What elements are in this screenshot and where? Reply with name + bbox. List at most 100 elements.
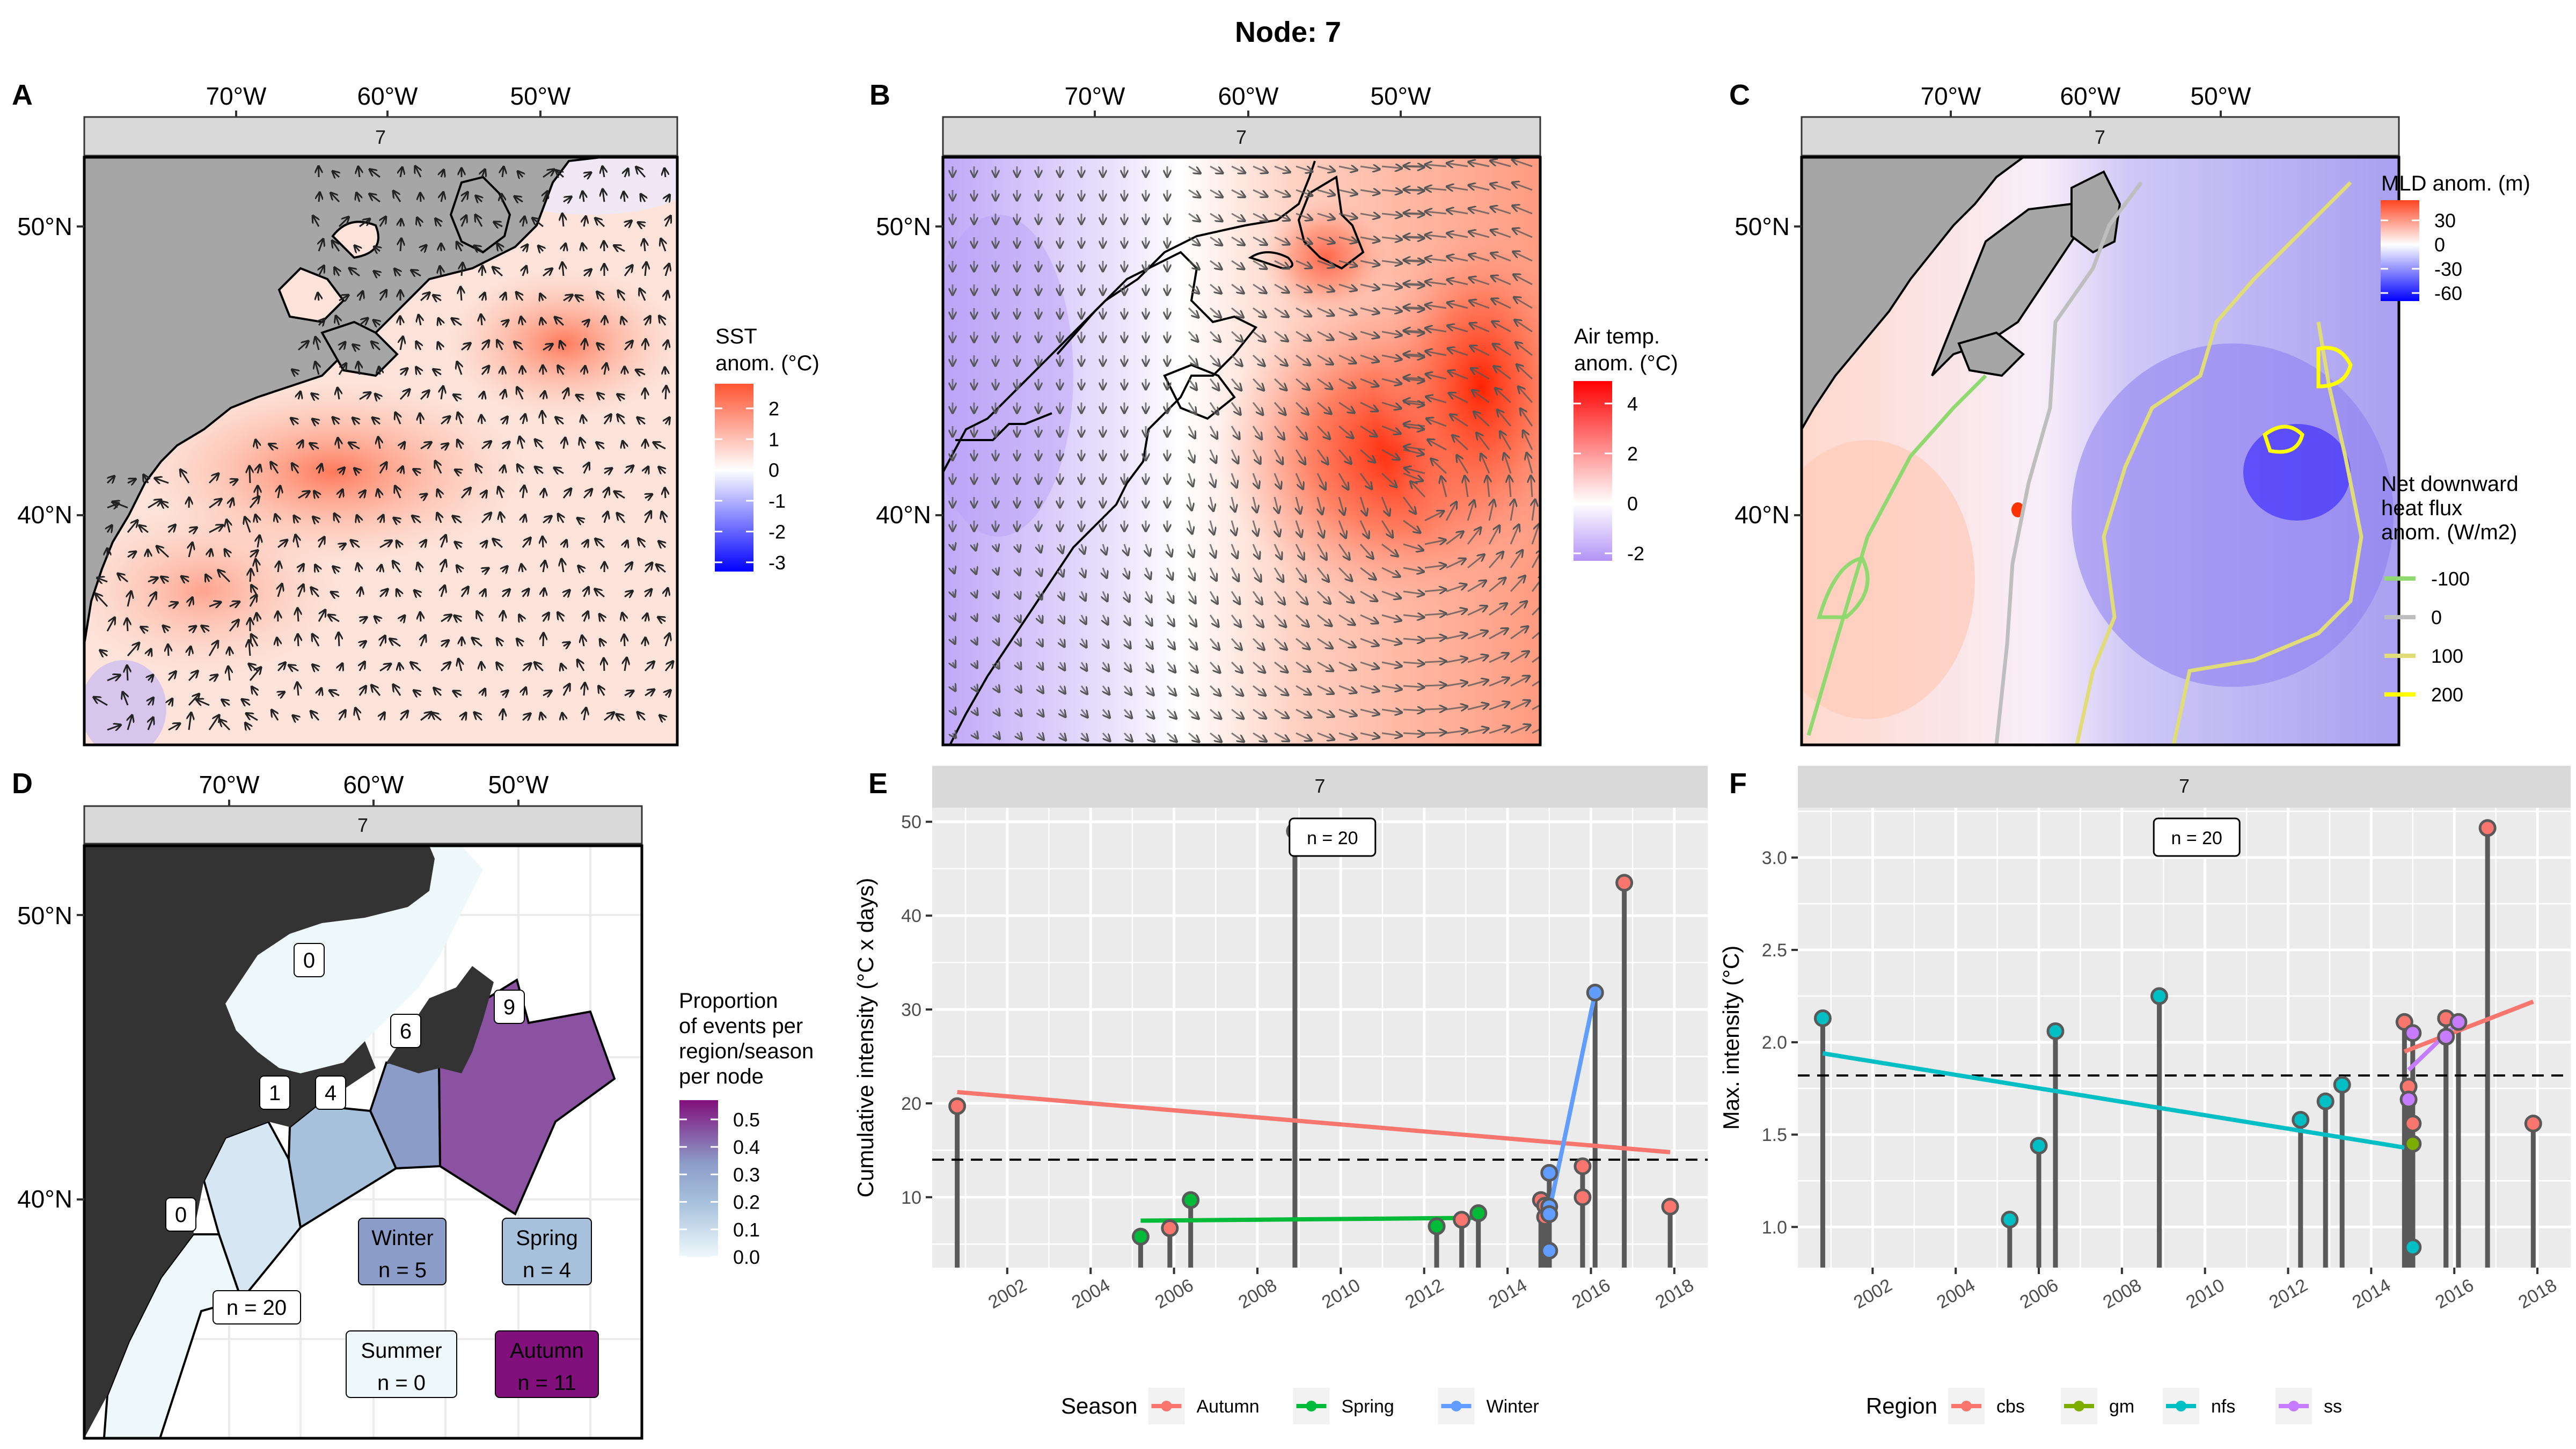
wind-vector — [1381, 355, 1402, 360]
wind-vector — [230, 480, 238, 483]
wind-vector — [604, 316, 605, 326]
wind-vector — [355, 708, 360, 721]
panel-f: F 7 2002 2004 2006 2008 2010 2012 2014 2016 2018 1… — [1718, 766, 2571, 1424]
wind-vector — [1166, 732, 1177, 742]
wind-vector — [1146, 567, 1151, 579]
wind-vector — [1274, 426, 1284, 440]
wind-vector — [563, 295, 573, 301]
wind-vector — [582, 191, 584, 202]
wind-vector — [658, 617, 665, 621]
legend-sst: SST anom. (°C) 2 1 0 -1 -2 -3 — [715, 325, 819, 574]
wind-vector — [1338, 190, 1357, 194]
wind-vector — [1359, 544, 1373, 559]
data-point-nfs — [2046, 1022, 2065, 1040]
wind-vector — [441, 535, 446, 548]
wind-vector — [1295, 449, 1305, 465]
wind-vector — [953, 591, 955, 597]
wind-vector — [541, 713, 543, 720]
wind-vector — [1017, 709, 1022, 716]
wind-vector — [358, 166, 360, 178]
lon-tick-label: 50°W — [1371, 82, 1432, 110]
x-tick-label: 2016 — [1569, 1275, 1614, 1313]
wind-vector — [1188, 708, 1199, 719]
region-gm-north — [202, 1120, 302, 1302]
wind-vector — [127, 479, 136, 483]
wind-vector — [1210, 236, 1223, 245]
panel-letter: A — [12, 79, 33, 111]
wind-vector — [1274, 591, 1285, 605]
wind-vector — [622, 613, 625, 622]
wind-vector — [953, 615, 955, 620]
wind-vector — [460, 488, 471, 499]
x-tick-label: 2010 — [2183, 1275, 2228, 1313]
lon-tick-labels: 70°W 60°W 50°W — [206, 82, 572, 110]
wind-vector — [1038, 686, 1043, 693]
wind-vector — [1189, 520, 1192, 534]
wind-vector — [1359, 520, 1368, 538]
wind-vector — [1209, 661, 1220, 673]
wind-vector — [1295, 520, 1301, 537]
wind-vector — [415, 166, 421, 178]
wind-vector — [1424, 661, 1446, 662]
wind-vector — [420, 193, 421, 202]
wind-vector — [1188, 355, 1197, 366]
wind-vector — [1060, 638, 1065, 647]
wind-vector — [375, 394, 380, 399]
land — [1802, 157, 2025, 432]
x-tick-label: 2010 — [1319, 1275, 1364, 1313]
wind-vector — [399, 663, 400, 671]
wind-vector — [461, 343, 471, 350]
wind-vector — [596, 442, 605, 449]
wind-vector — [1403, 709, 1424, 711]
wind-vector — [996, 662, 999, 669]
x-tick-label: 2014 — [2349, 1275, 2395, 1313]
wind-vector — [360, 662, 365, 671]
panel-letter: C — [1729, 79, 1750, 111]
wind-vector — [535, 467, 544, 473]
x-tick-label: 2006 — [1152, 1275, 1197, 1313]
wind-vector — [604, 488, 609, 499]
wind-vector — [1360, 261, 1380, 265]
y-tick-label: 2.5 — [1762, 940, 1787, 961]
wind-vector — [107, 725, 121, 730]
y-tick-label: 1.5 — [1762, 1125, 1787, 1145]
wind-vector — [1103, 638, 1109, 648]
wind-vector — [582, 635, 584, 647]
wind-vector — [462, 215, 466, 227]
wind-vector — [1338, 449, 1351, 464]
wind-vector — [333, 566, 339, 572]
legend-label: Winter — [1487, 1396, 1539, 1417]
wind-vector — [636, 167, 646, 178]
wind-vector — [502, 390, 505, 400]
wind-vector — [421, 494, 427, 498]
panel-a: A 70°W 60°W 50°W 7 50°N — [12, 79, 819, 747]
wind-vector — [1532, 704, 1540, 711]
wind-vector — [1490, 160, 1511, 167]
wind-vector — [1274, 378, 1287, 390]
wind-vector — [1425, 165, 1447, 166]
wind-vector — [1467, 527, 1481, 545]
wind-vector — [543, 169, 554, 178]
wind-vector — [1316, 520, 1323, 538]
wind-vector — [665, 588, 668, 597]
wind-vector — [1275, 496, 1278, 513]
wind-vector — [1489, 653, 1509, 663]
wind-vector — [637, 418, 646, 424]
wind-vector — [1317, 661, 1334, 671]
wind-vector — [516, 292, 523, 301]
wind-vector — [482, 589, 485, 597]
panel-letter: F — [1729, 767, 1747, 800]
wind-vector — [665, 386, 667, 400]
wind-vector — [535, 662, 544, 672]
wind-vector — [1252, 449, 1261, 464]
wind-vector — [584, 366, 586, 375]
data-point-cbs — [2404, 1115, 2422, 1133]
wind-vector — [230, 498, 233, 508]
lat-tick-label: 40°N — [876, 501, 931, 529]
panel-c: C 70°W 60°W 50°W 7 — [1729, 79, 2530, 747]
wind-vector — [1188, 662, 1198, 673]
wind-vector — [228, 666, 230, 681]
wind-vector — [318, 292, 319, 301]
wind-vector — [645, 690, 655, 696]
legend-title: SST anom. (°C) — [715, 325, 819, 375]
